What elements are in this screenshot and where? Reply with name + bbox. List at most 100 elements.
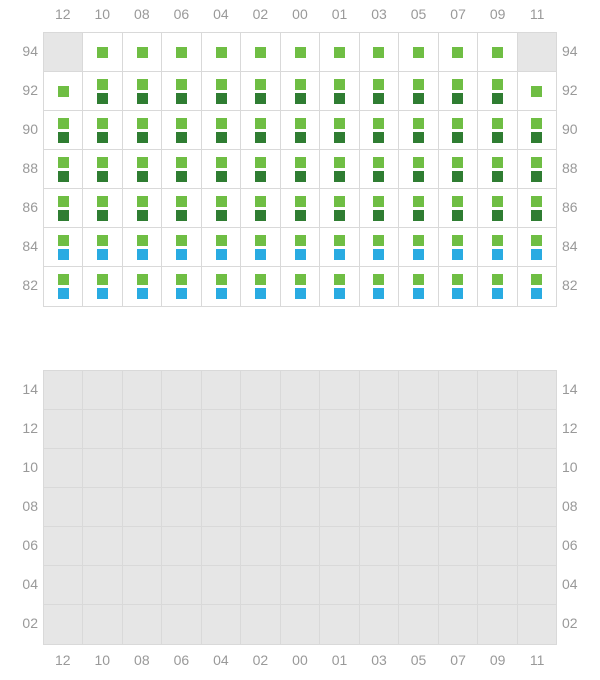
slot[interactable]: [478, 72, 517, 110]
slot-empty[interactable]: [518, 527, 556, 565]
slot-empty[interactable]: [439, 410, 478, 448]
slot[interactable]: [44, 267, 83, 306]
slot-empty[interactable]: [399, 371, 438, 409]
slot[interactable]: [439, 111, 478, 149]
slot[interactable]: [83, 33, 122, 71]
slot-empty[interactable]: [478, 605, 517, 644]
slot-empty[interactable]: [399, 605, 438, 644]
slot-empty[interactable]: [123, 527, 162, 565]
slot[interactable]: [320, 33, 359, 71]
slot-empty[interactable]: [478, 527, 517, 565]
slot[interactable]: [320, 150, 359, 188]
slot[interactable]: [83, 267, 122, 306]
slot-empty[interactable]: [83, 449, 122, 487]
slot-empty[interactable]: [518, 488, 556, 526]
slot-empty[interactable]: [44, 605, 83, 644]
slot[interactable]: [478, 189, 517, 227]
slot-empty[interactable]: [439, 488, 478, 526]
slot-empty[interactable]: [202, 410, 241, 448]
slot-empty[interactable]: [123, 566, 162, 604]
slot-empty[interactable]: [281, 566, 320, 604]
slot[interactable]: [83, 150, 122, 188]
slot-empty[interactable]: [360, 527, 399, 565]
slot-empty[interactable]: [44, 488, 83, 526]
slot[interactable]: [83, 111, 122, 149]
slot-empty[interactable]: [202, 605, 241, 644]
slot[interactable]: [202, 228, 241, 266]
slot[interactable]: [360, 111, 399, 149]
slot[interactable]: [320, 111, 359, 149]
slot[interactable]: [123, 111, 162, 149]
slot-empty[interactable]: [83, 566, 122, 604]
slot-empty[interactable]: [518, 371, 556, 409]
slot[interactable]: [83, 72, 122, 110]
slot-empty[interactable]: [478, 449, 517, 487]
slot[interactable]: [162, 33, 201, 71]
slot-empty[interactable]: [439, 527, 478, 565]
slot[interactable]: [44, 189, 83, 227]
slot-empty[interactable]: [44, 410, 83, 448]
slot[interactable]: [241, 189, 280, 227]
slot[interactable]: [123, 267, 162, 306]
slot-empty[interactable]: [44, 371, 83, 409]
slot-empty[interactable]: [162, 449, 201, 487]
slot[interactable]: [202, 72, 241, 110]
slot-empty[interactable]: [44, 527, 83, 565]
slot[interactable]: [241, 267, 280, 306]
slot[interactable]: [478, 228, 517, 266]
slot-empty[interactable]: [439, 566, 478, 604]
slot-empty[interactable]: [83, 371, 122, 409]
slot-empty[interactable]: [202, 488, 241, 526]
slot-empty[interactable]: [360, 488, 399, 526]
slot[interactable]: [360, 267, 399, 306]
slot-empty[interactable]: [399, 488, 438, 526]
slot-empty[interactable]: [241, 410, 280, 448]
slot[interactable]: [281, 72, 320, 110]
slot[interactable]: [399, 150, 438, 188]
slot[interactable]: [478, 267, 517, 306]
slot-empty[interactable]: [281, 488, 320, 526]
slot-empty[interactable]: [123, 410, 162, 448]
slot-empty[interactable]: [83, 605, 122, 644]
slot[interactable]: [399, 189, 438, 227]
slot[interactable]: [399, 111, 438, 149]
slot[interactable]: [360, 228, 399, 266]
slot[interactable]: [123, 189, 162, 227]
slot[interactable]: [202, 111, 241, 149]
slot-empty[interactable]: [241, 488, 280, 526]
slot[interactable]: [320, 267, 359, 306]
slot[interactable]: [202, 33, 241, 71]
slot[interactable]: [162, 150, 201, 188]
slot-empty[interactable]: [320, 527, 359, 565]
slot[interactable]: [241, 72, 280, 110]
slot-empty[interactable]: [320, 410, 359, 448]
slot-empty[interactable]: [44, 33, 83, 71]
slot[interactable]: [281, 150, 320, 188]
slot-empty[interactable]: [320, 449, 359, 487]
slot[interactable]: [241, 228, 280, 266]
slot[interactable]: [320, 72, 359, 110]
slot[interactable]: [518, 228, 556, 266]
slot[interactable]: [439, 150, 478, 188]
slot-empty[interactable]: [241, 449, 280, 487]
slot-empty[interactable]: [360, 371, 399, 409]
slot-empty[interactable]: [83, 410, 122, 448]
slot[interactable]: [281, 267, 320, 306]
slot[interactable]: [320, 189, 359, 227]
slot-empty[interactable]: [281, 605, 320, 644]
slot[interactable]: [399, 33, 438, 71]
slot-empty[interactable]: [320, 371, 359, 409]
slot[interactable]: [518, 150, 556, 188]
slot[interactable]: [162, 72, 201, 110]
slot-empty[interactable]: [320, 605, 359, 644]
slot[interactable]: [518, 72, 556, 110]
slot[interactable]: [123, 33, 162, 71]
slot-empty[interactable]: [162, 605, 201, 644]
slot[interactable]: [162, 267, 201, 306]
slot[interactable]: [281, 189, 320, 227]
slot[interactable]: [478, 150, 517, 188]
slot[interactable]: [478, 111, 517, 149]
slot-empty[interactable]: [478, 371, 517, 409]
slot[interactable]: [281, 228, 320, 266]
slot-empty[interactable]: [123, 371, 162, 409]
